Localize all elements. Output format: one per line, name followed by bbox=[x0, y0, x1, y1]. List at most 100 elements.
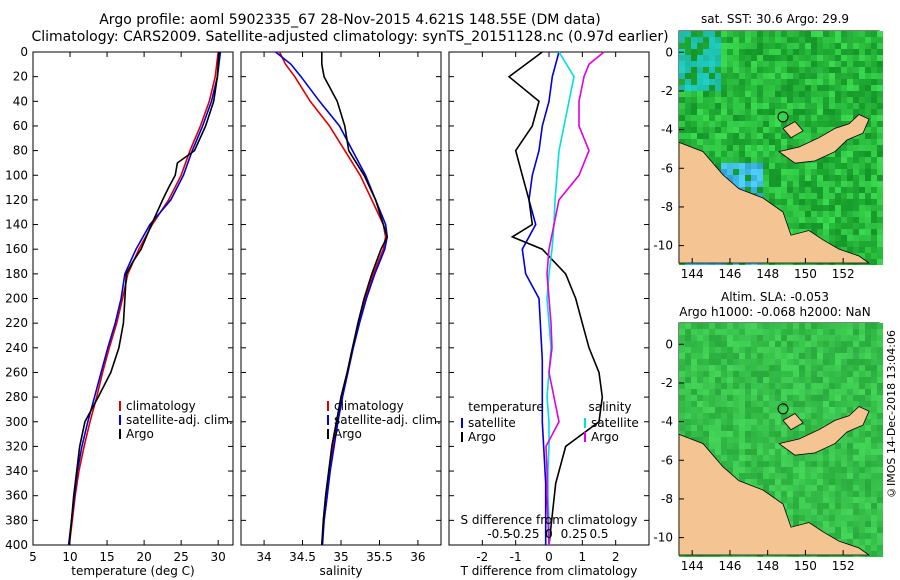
map-cell bbox=[751, 431, 757, 437]
map-y-tick-label: -4 bbox=[661, 123, 673, 137]
map-cell bbox=[823, 121, 829, 127]
map-cell bbox=[751, 157, 757, 163]
map-cell bbox=[739, 127, 745, 133]
map-cell bbox=[847, 67, 853, 73]
map-cell bbox=[739, 157, 745, 163]
map-cell bbox=[721, 169, 727, 175]
map-cell bbox=[823, 503, 829, 509]
map-cell bbox=[745, 479, 751, 485]
map-cell bbox=[739, 449, 745, 455]
map-cell bbox=[853, 473, 859, 479]
map-cell bbox=[787, 437, 793, 443]
map-cell bbox=[811, 73, 817, 79]
map-cell bbox=[763, 431, 769, 437]
map-cell bbox=[829, 181, 835, 187]
map-cell bbox=[739, 37, 745, 43]
map-cell bbox=[877, 479, 883, 485]
map-cell bbox=[865, 157, 871, 163]
map-cell bbox=[763, 67, 769, 73]
legend-label: climatology bbox=[126, 399, 196, 413]
map-cell bbox=[859, 139, 865, 145]
map-cell bbox=[739, 455, 745, 461]
map-cell bbox=[763, 73, 769, 79]
map-cell bbox=[859, 253, 865, 259]
map-cell bbox=[715, 365, 721, 371]
map-x-tick-label: 152 bbox=[832, 559, 855, 573]
map-cell bbox=[877, 371, 883, 377]
x-axis-label-salinity: salinity bbox=[319, 564, 362, 578]
map-cell bbox=[853, 145, 859, 151]
map-cell bbox=[745, 365, 751, 371]
map-cell bbox=[733, 461, 739, 467]
map-cell bbox=[739, 473, 745, 479]
map-cell bbox=[823, 109, 829, 115]
map-cell bbox=[859, 449, 865, 455]
map-cell bbox=[739, 103, 745, 109]
map-cell bbox=[865, 371, 871, 377]
map-cell bbox=[835, 91, 841, 97]
map-cell bbox=[733, 67, 739, 73]
map-cell bbox=[715, 49, 721, 55]
map-cell bbox=[877, 187, 883, 193]
map-cell bbox=[853, 181, 859, 187]
map-cell bbox=[841, 359, 847, 365]
map-x-tick-label: 150 bbox=[794, 559, 817, 573]
map-cell bbox=[751, 103, 757, 109]
map-cell bbox=[709, 31, 715, 37]
map-cell bbox=[811, 497, 817, 503]
map-cell bbox=[775, 121, 781, 127]
map-cell bbox=[847, 31, 853, 37]
map-cell bbox=[721, 365, 727, 371]
map-cell bbox=[811, 115, 817, 121]
map-cell bbox=[805, 413, 811, 419]
map-cell bbox=[829, 467, 835, 473]
map-cell bbox=[871, 31, 877, 37]
map-cell bbox=[769, 425, 775, 431]
map-cell bbox=[685, 371, 691, 377]
map-cell bbox=[787, 181, 793, 187]
map-cell bbox=[775, 133, 781, 139]
map-cell bbox=[865, 151, 871, 157]
map-cell bbox=[817, 401, 823, 407]
map-cell bbox=[763, 193, 769, 199]
map-cell bbox=[859, 389, 865, 395]
map-cell bbox=[691, 85, 697, 91]
map-cell bbox=[847, 491, 853, 497]
map-cell bbox=[823, 91, 829, 97]
map-y-tick-label: -6 bbox=[661, 453, 673, 467]
map-cell bbox=[715, 359, 721, 365]
map-cell bbox=[853, 503, 859, 509]
map-cell bbox=[781, 79, 787, 85]
map-cell bbox=[727, 133, 733, 139]
map-cell bbox=[733, 127, 739, 133]
map-cell bbox=[805, 217, 811, 223]
map-cell bbox=[763, 55, 769, 61]
map-cell bbox=[877, 85, 883, 91]
map-cell bbox=[859, 223, 865, 229]
map-cell bbox=[805, 193, 811, 199]
map-cell bbox=[841, 461, 847, 467]
map-cell bbox=[829, 223, 835, 229]
map-cell bbox=[721, 79, 727, 85]
map-cell bbox=[757, 323, 763, 329]
map-cell bbox=[877, 175, 883, 181]
map-cell bbox=[721, 425, 727, 431]
map-cell bbox=[799, 353, 805, 359]
map-cell bbox=[817, 157, 823, 163]
map-cell bbox=[865, 67, 871, 73]
map-cell bbox=[871, 449, 877, 455]
map-cell bbox=[829, 353, 835, 359]
map-cell bbox=[853, 455, 859, 461]
map-cell bbox=[811, 217, 817, 223]
map-cell bbox=[841, 175, 847, 181]
map-cell bbox=[679, 395, 685, 401]
map-cell bbox=[835, 413, 841, 419]
map-cell bbox=[781, 425, 787, 431]
map-cell bbox=[727, 115, 733, 121]
map-cell bbox=[679, 85, 685, 91]
map-cell bbox=[865, 425, 871, 431]
map-cell bbox=[769, 85, 775, 91]
map-cell bbox=[787, 205, 793, 211]
map-cell bbox=[865, 389, 871, 395]
map-cell bbox=[871, 323, 877, 329]
